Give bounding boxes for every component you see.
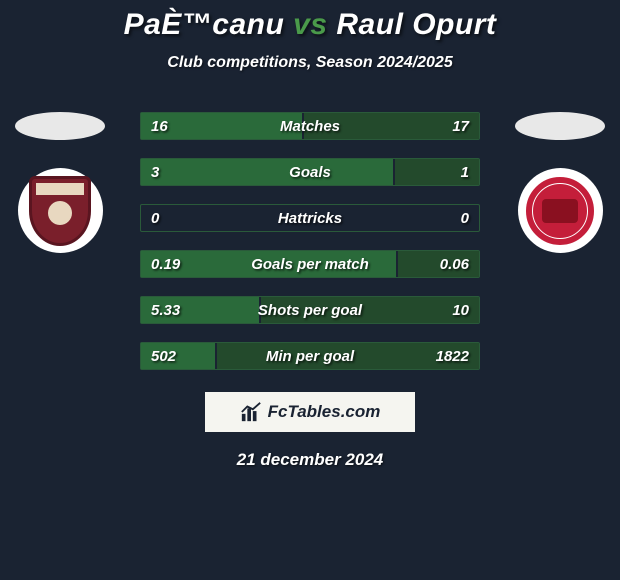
player1-name: PaÈ™canu <box>124 8 285 41</box>
rapid-crest-icon <box>29 176 91 246</box>
stat-right-value: 0.06 <box>419 256 479 273</box>
date-label: 21 december 2024 <box>0 450 620 470</box>
left-flag-icon <box>15 112 105 140</box>
right-club-column <box>500 112 620 253</box>
stat-left-value: 5.33 <box>141 302 201 319</box>
stat-row: 3 Goals 1 <box>140 158 480 186</box>
stat-right-value: 10 <box>419 302 479 319</box>
stat-label: Hattricks <box>278 210 342 227</box>
right-club-crest <box>518 168 603 253</box>
comparison-card: PaÈ™canu vs Raul Opurt Club competitions… <box>0 0 620 470</box>
stat-row: 0 Hattricks 0 <box>140 204 480 232</box>
stat-right-value: 1 <box>419 164 479 181</box>
stat-label: Goals per match <box>251 256 369 273</box>
stat-left-value: 16 <box>141 118 201 135</box>
stats-table: 16Matches173Goals10Hattricks00.19Goals p… <box>140 112 480 370</box>
stat-left-value: 0 <box>141 210 201 227</box>
page-title: PaÈ™canu vs Raul Opurt <box>0 8 620 42</box>
stat-row: 16 Matches 17 <box>140 112 480 140</box>
bar-chart-icon <box>240 401 262 423</box>
stat-row: 502 Min per goal 1822 <box>140 342 480 370</box>
stat-left-value: 3 <box>141 164 201 181</box>
stat-label: Shots per goal <box>258 302 362 319</box>
left-club-crest <box>18 168 103 253</box>
stat-label: Matches <box>280 118 340 135</box>
player2-name: Raul Opurt <box>336 8 496 41</box>
stat-right-value: 0 <box>419 210 479 227</box>
brand-badge: FcTables.com <box>205 392 415 432</box>
stat-left-value: 502 <box>141 348 201 365</box>
left-club-column <box>0 112 120 253</box>
stat-label: Goals <box>289 164 331 181</box>
dinamo-crest-icon <box>524 175 596 247</box>
subtitle: Club competitions, Season 2024/2025 <box>0 54 620 72</box>
stat-right-value: 1822 <box>419 348 479 365</box>
stat-row: 5.33 Shots per goal 10 <box>140 296 480 324</box>
brand-text: FcTables.com <box>268 402 381 422</box>
stat-row: 0.19 Goals per match 0.06 <box>140 250 480 278</box>
right-flag-icon <box>515 112 605 140</box>
stat-left-value: 0.19 <box>141 256 201 273</box>
content-area: 16Matches173Goals10Hattricks00.19Goals p… <box>0 112 620 470</box>
vs-separator: vs <box>293 8 327 41</box>
stat-right-value: 17 <box>419 118 479 135</box>
stat-label: Min per goal <box>266 348 354 365</box>
